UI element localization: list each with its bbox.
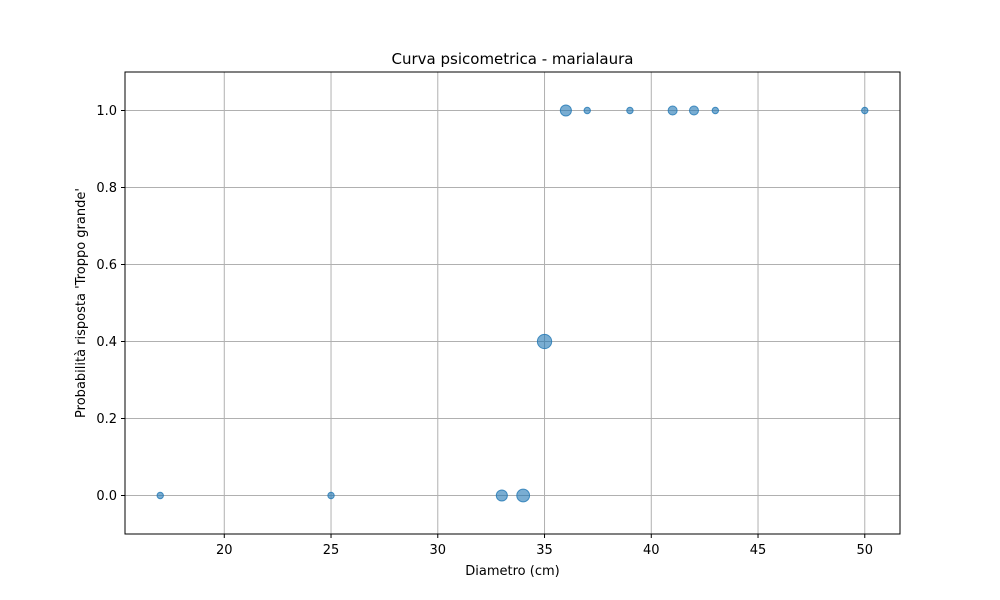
scatter-points	[156, 104, 869, 503]
scatter-point	[861, 106, 869, 115]
y-axis-label: Probabilità risposta 'Troppo grande'	[74, 188, 89, 418]
scatter-point	[516, 488, 531, 503]
y-tick-label: 0.6	[96, 258, 117, 273]
scatter-point	[711, 106, 720, 115]
scatter-point	[583, 106, 591, 115]
y-tick-label: 0.4	[96, 335, 117, 350]
x-axis-label: Diametro (cm)	[465, 564, 559, 579]
x-axis-ticks: 20 25 30 35 40 45 50	[216, 534, 873, 558]
scatter-point	[327, 491, 335, 500]
scatter-point	[559, 104, 572, 117]
x-tick-label: 45	[750, 543, 767, 558]
scatter-point	[688, 105, 699, 116]
chart-title: Curva psicometrica - marialaura	[392, 50, 634, 68]
x-tick-label: 35	[536, 543, 553, 558]
plot-area-frame	[124, 71, 901, 535]
y-tick-label: 0.0	[96, 489, 117, 504]
scatter-point	[536, 333, 553, 350]
y-tick-label: 0.2	[96, 412, 117, 427]
y-tick-label: 0.8	[96, 181, 117, 196]
x-tick-label: 20	[216, 543, 233, 558]
x-tick-label: 50	[856, 543, 873, 558]
scatter-point	[626, 106, 634, 115]
scatter-point	[667, 105, 678, 116]
grid-lines	[125, 72, 900, 534]
scatter-point	[495, 489, 508, 502]
x-tick-label: 25	[323, 543, 340, 558]
x-tick-label: 40	[643, 543, 660, 558]
y-tick-label: 1.0	[96, 104, 117, 119]
x-tick-label: 30	[430, 543, 447, 558]
y-axis-ticks: 0.0 0.2 0.4 0.6 0.8 1.0	[96, 104, 125, 504]
scatter-point	[156, 491, 164, 500]
